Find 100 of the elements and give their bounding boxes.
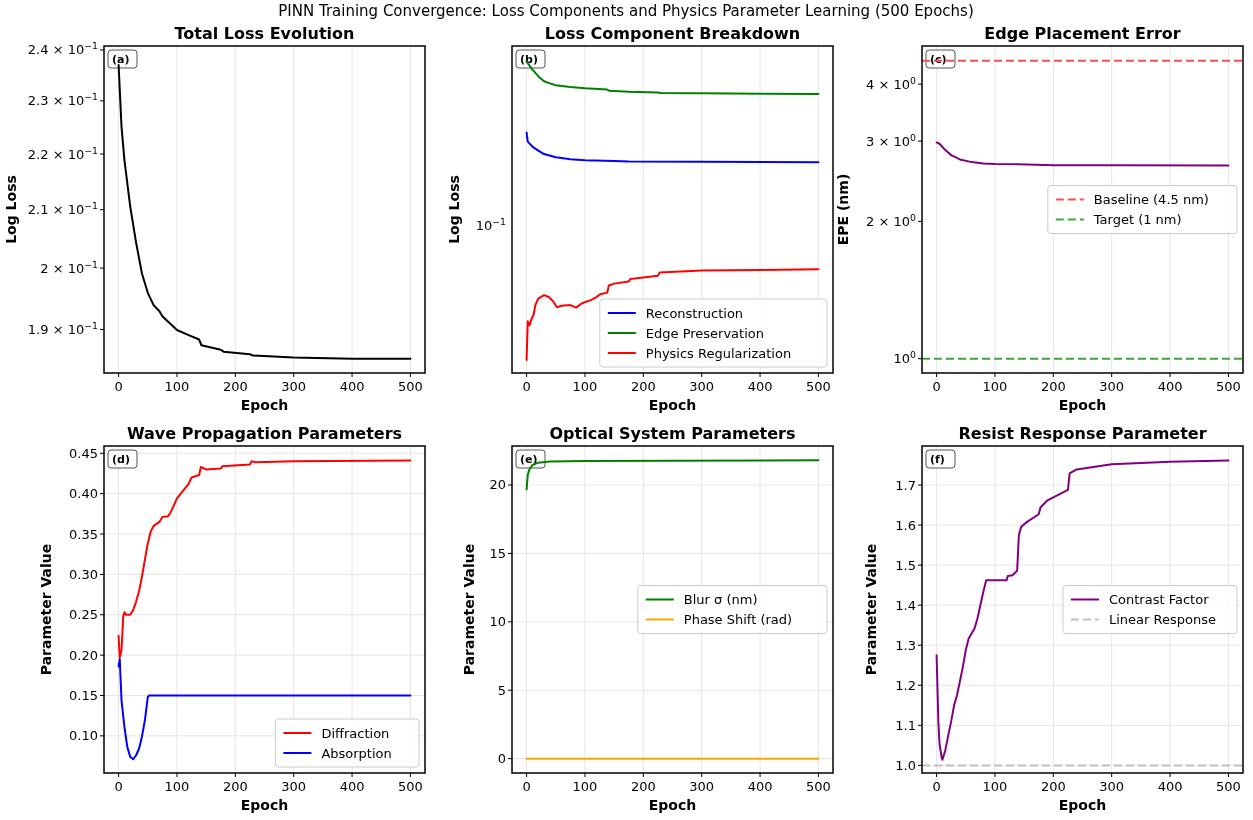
legend-label: Absorption [321, 745, 392, 761]
x-tick-label: 300 [281, 379, 307, 394]
x-tick-label: 500 [1215, 779, 1241, 794]
annotation: (f) [930, 453, 945, 466]
x-tick-label: 300 [281, 779, 307, 794]
x-tick-label: 400 [1157, 379, 1183, 394]
x-axis-title: Epoch [240, 797, 289, 813]
y-tick-label: 1.5 [895, 557, 916, 573]
x-tick-label: 500 [806, 779, 831, 794]
legend-label: Reconstruction [645, 305, 744, 321]
y-axis-title: EPE (nm) [834, 173, 851, 246]
x-tick-label: 500 [806, 379, 831, 394]
x-tick-label: 400 [339, 379, 365, 394]
x-tick-label: 200 [630, 379, 656, 394]
y-tick-label: 15 [489, 545, 506, 561]
x-axis-title: Epoch [648, 397, 697, 413]
y-tick-label: 10 [489, 614, 506, 630]
x-tick-label: 200 [222, 379, 248, 394]
x-tick-label: 300 [689, 379, 715, 394]
y-tick-label: 0.35 [69, 526, 98, 542]
y-tick-label: 1.9 × 10$^{−1}$ [27, 319, 99, 337]
annotation: (e) [520, 453, 538, 466]
x-tick-label: 400 [339, 779, 365, 794]
x-axis-title: Epoch [240, 397, 289, 413]
annotation: (d) [112, 453, 130, 466]
x-tick-label: 0 [114, 779, 123, 794]
line-series [117, 658, 412, 761]
y-tick-label: 3 × 10$^{0}$ [866, 131, 917, 149]
chart-title: Loss Component Breakdown [544, 24, 801, 43]
y-tick-label: 0.20 [69, 647, 98, 663]
x-tick-label: 200 [222, 779, 248, 794]
x-tick-label: 400 [747, 779, 773, 794]
y-tick-label: 0.25 [69, 607, 98, 623]
x-tick-label: 500 [398, 779, 423, 794]
annotation: (c) [930, 53, 947, 66]
x-tick-label: 100 [982, 379, 1008, 394]
y-tick-label: 1.1 [895, 717, 916, 733]
y-tick-label: 0.30 [69, 566, 98, 582]
y-tick-label: 1.6 [895, 517, 916, 533]
chart-title: Edge Placement Error [984, 24, 1181, 43]
y-axis-title: Parameter Value [460, 543, 477, 676]
y-tick-label: 0.15 [69, 687, 98, 703]
chart-title: Total Loss Evolution [174, 24, 355, 43]
y-tick-label: 2.2 × 10$^{−1}$ [27, 144, 99, 162]
x-tick-label: 100 [982, 779, 1008, 794]
y-tick-label: 4 × 10$^{0}$ [866, 74, 917, 92]
y-tick-label: 2.1 × 10$^{−1}$ [27, 199, 99, 218]
annotation: (b) [520, 53, 538, 66]
legend-label: Blur σ (nm) [683, 592, 758, 607]
y-axis-title: Log Loss [3, 175, 19, 244]
y-tick-label: 1.2 [895, 677, 916, 693]
y-tick-label: 2 × 10$^{0}$ [866, 211, 917, 229]
x-tick-label: 500 [1215, 379, 1241, 394]
legend-label: Baseline (4.5 nm) [1093, 192, 1209, 207]
chart-title: Optical System Parameters [549, 424, 796, 443]
y-tick-label: 5 [497, 682, 506, 698]
x-axis-title: Epoch [1058, 797, 1107, 813]
line-series [935, 141, 1230, 167]
x-tick-label: 400 [747, 379, 773, 394]
x-tick-label: 100 [572, 779, 598, 794]
x-tick-label: 100 [164, 379, 190, 394]
legend-label: Linear Response [1109, 612, 1216, 627]
x-tick-label: 400 [1157, 779, 1183, 794]
annotation: (a) [112, 53, 130, 66]
y-tick-label: 1.4 [895, 597, 916, 613]
legend-label: Contrast Factor [1109, 592, 1210, 607]
y-axis-title: Log Loss [446, 175, 463, 244]
x-tick-label: 100 [164, 779, 190, 794]
y-tick-label: 2 × 10$^{−1}$ [40, 258, 99, 276]
x-tick-label: 200 [1040, 379, 1066, 394]
x-tick-label: 0 [522, 379, 531, 394]
x-tick-label: 300 [1099, 379, 1125, 394]
text: PINN Training Convergence: Loss Components and Physics Parameter Learning (500 Epochs) [278, 2, 974, 20]
x-tick-label: 200 [630, 779, 656, 794]
text: 10$^{−1}$ [475, 215, 507, 234]
x-axis-title: Epoch [648, 797, 697, 813]
x-tick-label: 0 [522, 779, 531, 794]
x-tick-label: 0 [932, 779, 941, 794]
x-tick-label: 500 [398, 379, 423, 394]
legend-label: Phase Shift (rad) [683, 612, 793, 627]
x-tick-label: 0 [932, 379, 941, 394]
x-tick-label: 200 [1040, 779, 1066, 794]
y-tick-label: 1.0 [895, 757, 916, 773]
y-tick-label: 0.45 [69, 445, 98, 461]
chart-title: Wave Propagation Parameters [126, 424, 403, 443]
legend-label: Target (1 nm) [1092, 212, 1182, 227]
y-tick-label: 2.4 × 10$^{−1}$ [27, 39, 99, 58]
y-axis-title: Parameter Value [38, 543, 55, 676]
y-tick-label: 0 [497, 751, 506, 767]
x-tick-label: 300 [689, 779, 715, 794]
chart-title: Resist Response Parameter [958, 424, 1207, 443]
legend-label: Edge Preservation [645, 325, 764, 341]
y-tick-label: 0.10 [69, 728, 98, 744]
x-axis-title: Epoch [1058, 397, 1107, 413]
legend-label: Physics Regularization [645, 345, 792, 361]
x-tick-label: 300 [1099, 779, 1125, 794]
legend-label: Diffraction [321, 725, 390, 741]
y-axis-title: Parameter Value [863, 543, 880, 676]
y-tick-label: 10$^{0}$ [893, 348, 917, 367]
x-tick-label: 100 [572, 379, 598, 394]
